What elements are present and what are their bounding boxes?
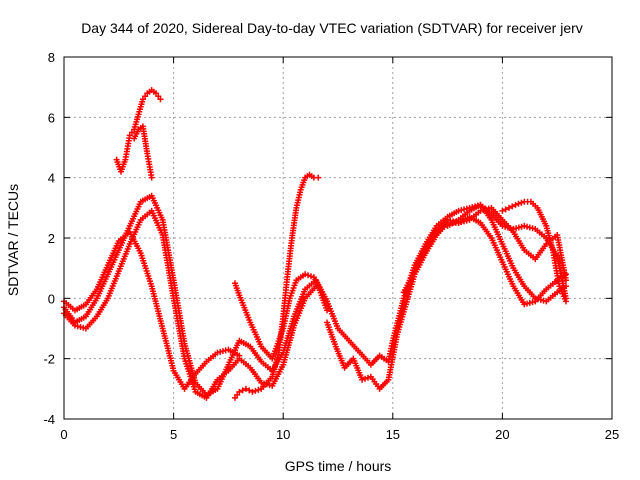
y-tick-label: 0 [48,291,55,306]
data-point [242,385,249,392]
series-sat-7 [231,271,331,362]
data-point [509,203,516,210]
data-point [236,388,243,395]
x-tick-label: 5 [170,427,177,442]
series-sat-12 [499,198,569,305]
data-point [562,298,569,305]
grid-lines [64,57,612,419]
data-point [252,387,259,394]
plot-frame [63,56,613,420]
data-point [359,376,366,383]
series-sat-3 [61,228,243,392]
data-point [315,174,322,181]
series-sat-2 [61,207,320,401]
data-point [307,273,314,280]
tick-labels: 0 5 10 15 20 25 -4 -2 0 2 4 6 8 [43,50,619,442]
data-point [364,374,371,381]
x-tick-label: 15 [386,427,400,442]
data-point [239,387,246,394]
chart-title: Day 344 of 2020, Sidereal Day-to-day VTE… [81,20,583,36]
y-axis-label: SDTVAR / TECUs [5,184,21,296]
series-sat-9 [324,213,569,392]
series-sat-5 [131,123,155,181]
data-point [255,386,262,393]
x-tick-label: 20 [495,427,509,442]
data-point [148,174,155,181]
data-point [234,391,241,398]
data-point [157,96,164,103]
data-point [505,204,512,211]
data-point [362,375,369,382]
data-point [236,352,243,359]
y-tick-label: -4 [43,412,55,427]
x-tick-label: 10 [276,427,290,442]
data-point [153,90,160,97]
data-point [499,207,506,214]
data-point [302,271,309,278]
data-point [249,388,256,395]
x-tick-label: 0 [60,427,67,442]
y-tick-label: -2 [43,352,55,367]
data-point [246,387,253,394]
y-tick-label: 2 [48,231,55,246]
data-point [305,272,312,279]
y-tick-label: 6 [48,110,55,125]
data-point [502,206,509,213]
y-tick-label: 4 [48,171,55,186]
data-point [128,129,135,136]
data-point [126,132,133,139]
x-tick-label: 25 [605,427,619,442]
data-point [142,93,149,100]
data-point [518,199,525,206]
data-point [515,200,522,207]
series-sat-4 [113,87,164,175]
data-point [155,93,162,100]
data-point [231,394,238,401]
data-point [139,96,146,103]
y-tick-label: 8 [48,50,55,65]
data-point [512,201,519,208]
data-points [61,87,569,401]
x-axis-label: GPS time / hours [285,458,392,474]
